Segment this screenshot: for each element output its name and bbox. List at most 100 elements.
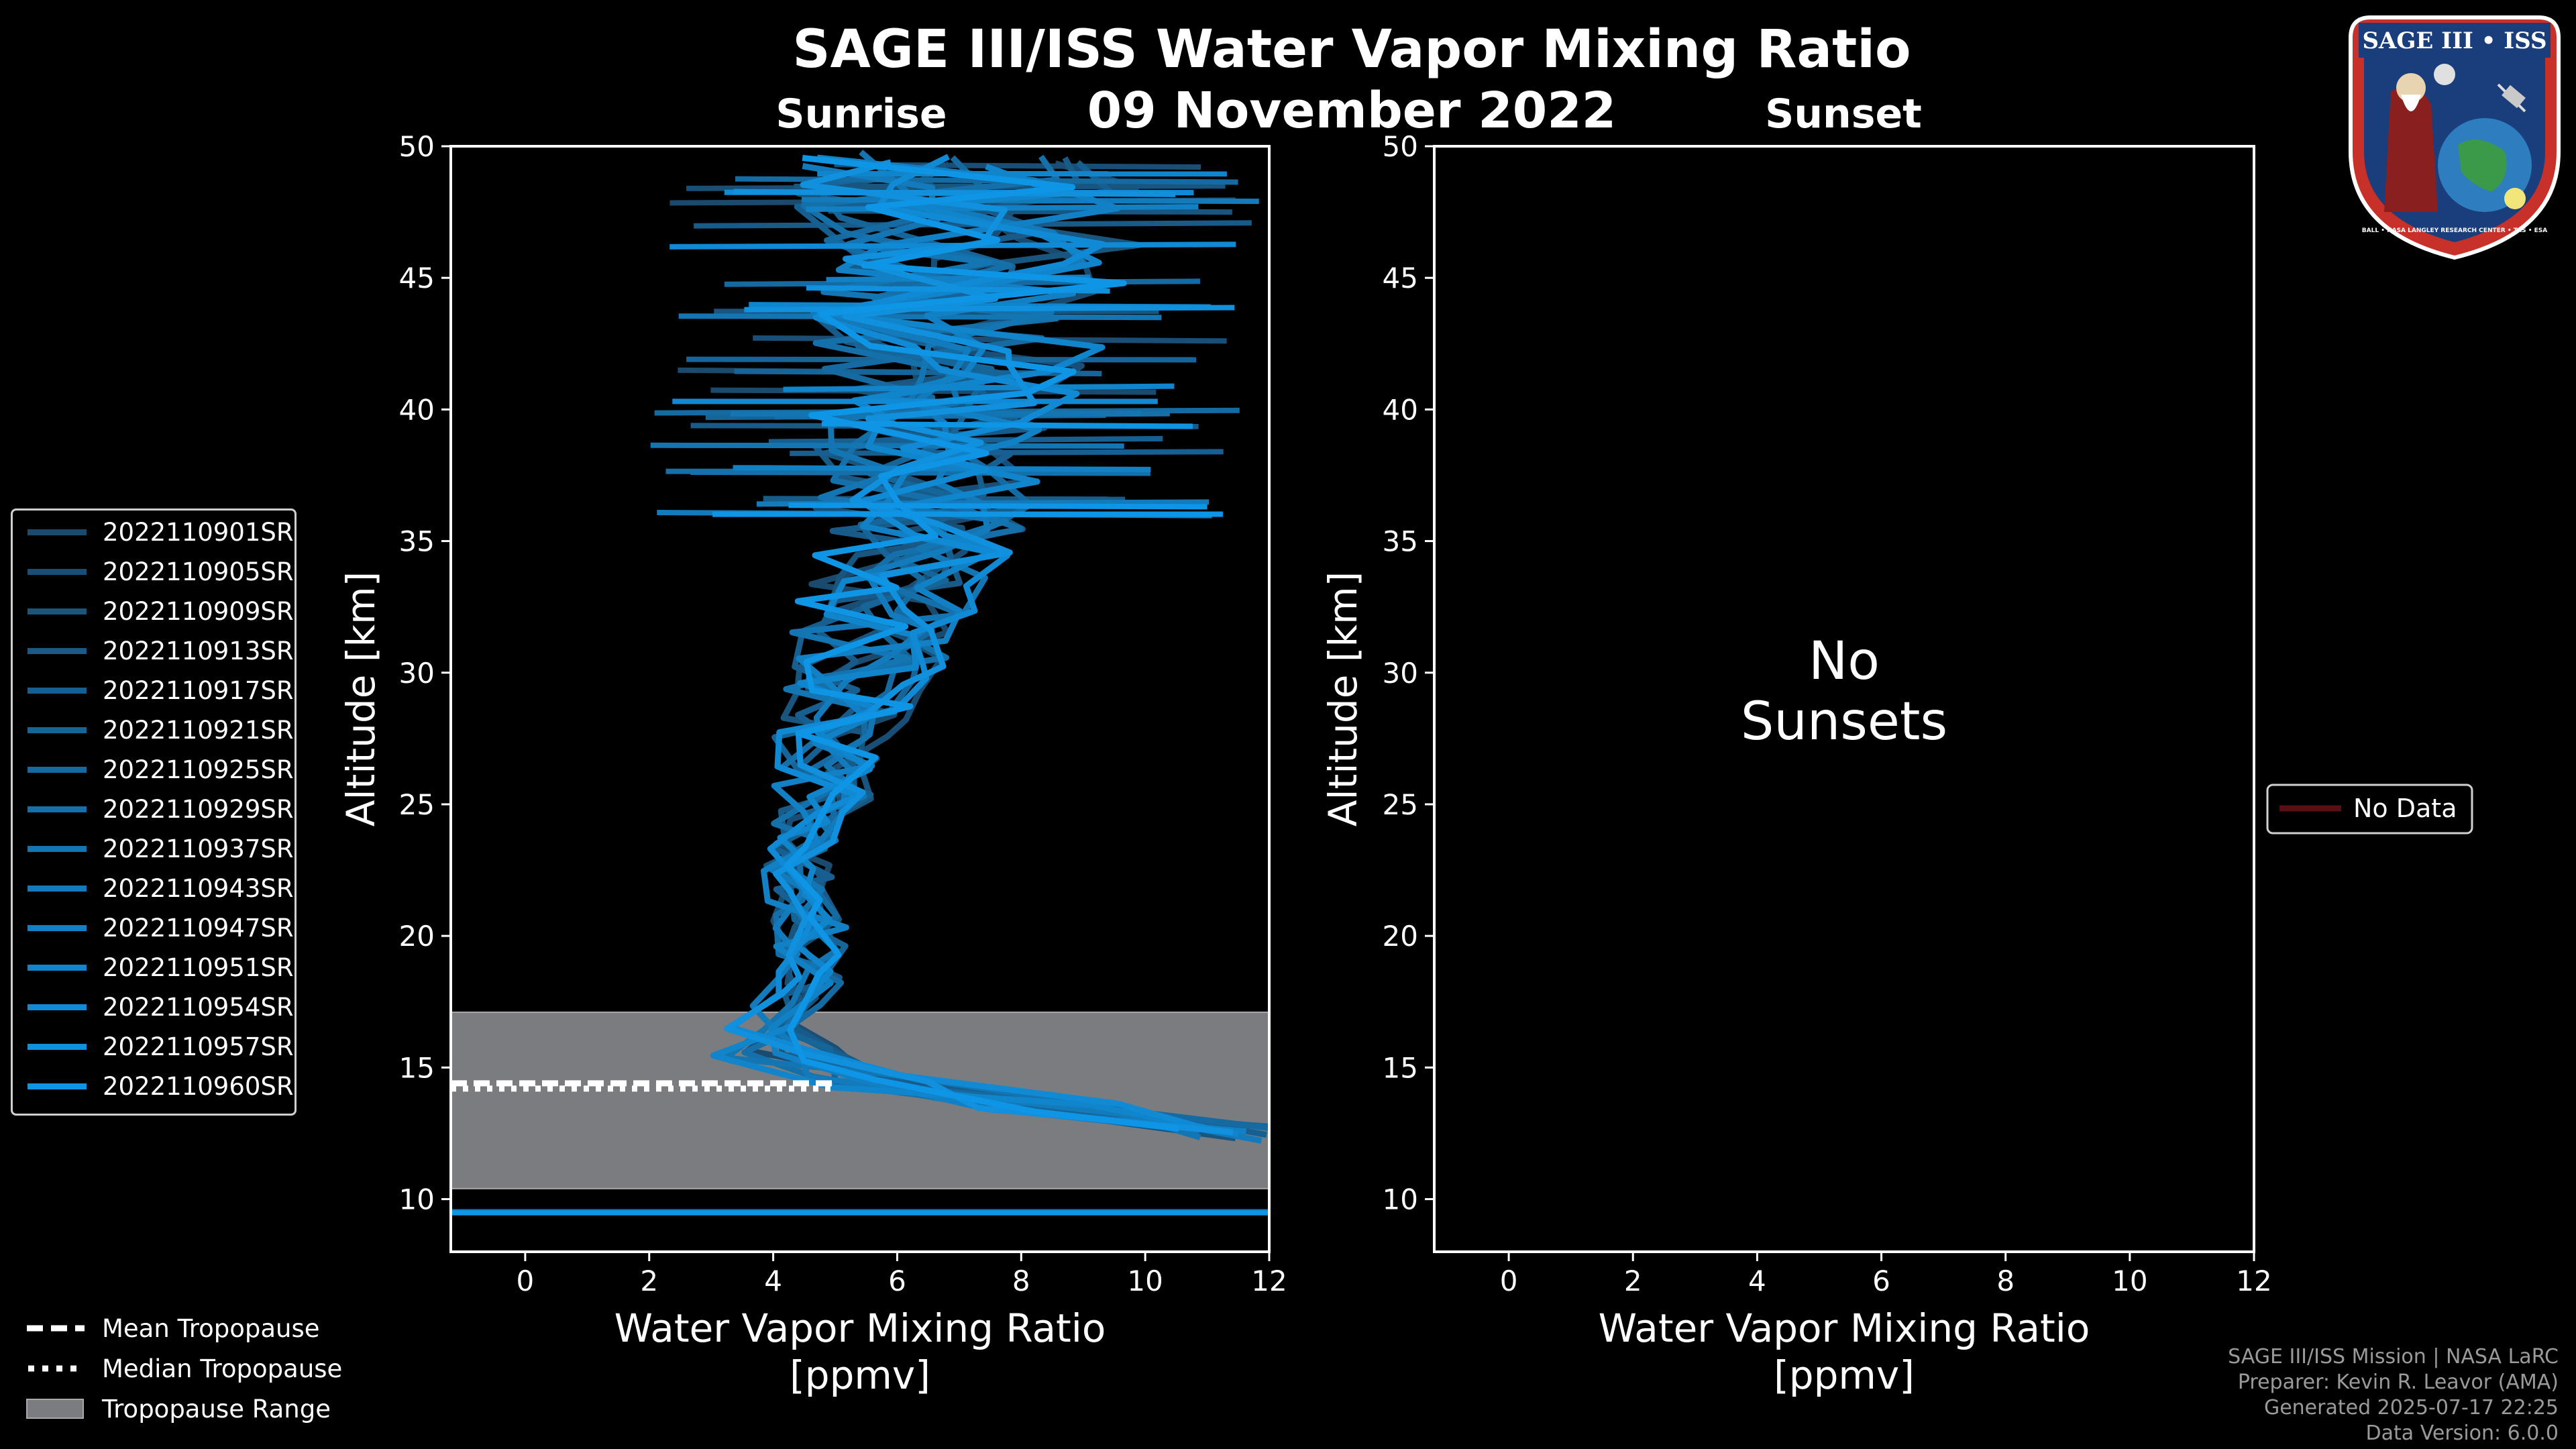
legend-item-2022110901SR: 2022110901SR xyxy=(13,513,294,552)
legend-swatch xyxy=(28,688,87,694)
sunrise-x-tick-label: 12 xyxy=(1251,1265,1287,1297)
sunrise-y-tick-label: 45 xyxy=(399,262,435,294)
sunset-y-tick-label: 15 xyxy=(1383,1051,1418,1084)
no-sunsets-text-line2: Sunsets xyxy=(1741,692,1947,752)
sunrise-x-tick-label: 6 xyxy=(888,1265,906,1297)
legend-item-2022110905SR: 2022110905SR xyxy=(13,552,294,592)
legend-swatch xyxy=(28,885,87,892)
profile-line-2022110957SR xyxy=(724,159,1234,1136)
sunrise-x-tick-label: 4 xyxy=(764,1265,782,1297)
legend-swatch xyxy=(28,1083,87,1089)
sunset-x-tick-label: 0 xyxy=(1500,1265,1518,1297)
sunrise-x-tick-label: 2 xyxy=(640,1265,658,1297)
legend-label: 2022110951SR xyxy=(103,953,294,982)
tropopause-range-label: Tropopause Range xyxy=(102,1394,331,1424)
legend-mean-tropopause: Mean Tropopause xyxy=(25,1308,342,1348)
profile-spike-2022110943SR xyxy=(801,197,1259,205)
sunrise-y-tick-label: 50 xyxy=(399,130,435,163)
legend-label: 2022110913SR xyxy=(103,637,294,665)
sunrise-y-tick-label: 30 xyxy=(399,657,435,690)
sunset-y-tick-label: 35 xyxy=(1383,525,1418,558)
legend-item-2022110957SR: 2022110957SR xyxy=(13,1027,294,1067)
profile-spike-2022110947SR xyxy=(733,465,1151,472)
legend-label: 2022110947SR xyxy=(103,914,294,943)
sunrise-y-tick-label: 40 xyxy=(399,393,435,426)
sunrise-plot-frame xyxy=(449,145,1271,1253)
median-tropopause-swatch xyxy=(28,1365,85,1372)
sunrise-y-label: Altitude [km] xyxy=(338,572,384,826)
legend-swatch xyxy=(28,608,87,614)
sunset-plot-area xyxy=(1434,146,2254,1252)
legend-swatch xyxy=(28,569,87,575)
profile-spike-2022110937SR xyxy=(650,442,1124,449)
logo-ring-text: BALL • NASA LANGLEY RESEARCH CENTER • TA… xyxy=(2362,227,2547,234)
legend-swatch xyxy=(28,806,87,812)
sunset-y-tick-label: 50 xyxy=(1383,130,1418,163)
footer-line-3: Generated 2025-07-17 22:25 xyxy=(2263,1396,2559,1419)
legend-item-2022110925SR: 2022110925SR xyxy=(13,750,294,790)
sunset-x-label-line1: Water Vapor Mixing Ratio xyxy=(1599,1305,2090,1351)
legend-label: 2022110917SR xyxy=(103,676,294,705)
sunrise-y-tick-label: 25 xyxy=(399,788,435,821)
legend-item-2022110943SR: 2022110943SR xyxy=(13,869,294,908)
legend-swatch xyxy=(28,965,87,971)
profile-spike-2022110960SR xyxy=(821,421,1193,429)
sunset-y-tick-label: 45 xyxy=(1383,262,1418,294)
no-data-label: No Data xyxy=(2353,794,2457,823)
profile-line-2022110947SR xyxy=(761,154,1247,1135)
legend-item-2022110913SR: 2022110913SR xyxy=(13,631,294,671)
legend-median-tropopause: Median Tropopause xyxy=(25,1348,342,1389)
legend-label: 2022110957SR xyxy=(103,1032,294,1061)
sunrise-y-tick-label: 15 xyxy=(399,1051,435,1084)
mean-tropopause-swatch xyxy=(27,1325,85,1332)
profile-spike-2022110951SR xyxy=(783,383,1175,392)
legend-swatch xyxy=(28,767,87,773)
legend-item-2022110947SR: 2022110947SR xyxy=(13,908,294,948)
legend-swatch xyxy=(28,648,87,654)
logo-title: SAGE III • ISS xyxy=(2362,28,2546,54)
legend-label: 2022110943SR xyxy=(103,874,294,903)
sage-iss-logo-icon: SAGE III • ISS BALL • NASA LANGLEY RESEA… xyxy=(2349,15,2561,260)
legend-item-2022110921SR: 2022110921SR xyxy=(13,710,294,750)
legend-tropopause-range: Tropopause Range xyxy=(25,1389,342,1429)
sunset-x-tick-label: 8 xyxy=(1996,1265,2015,1297)
profile-line-2022110960SR xyxy=(784,154,1179,1132)
sunset-y-tick-label: 25 xyxy=(1383,788,1418,821)
sunrise-x-tick-label: 8 xyxy=(1012,1265,1030,1297)
sunrise-panel: 0 2 4 6 8 10 12 10 15 20 25 30 35 40 45 50 Water Vapor… xyxy=(338,130,1287,1398)
sunset-y-tick-label: 10 xyxy=(1383,1183,1418,1216)
sunset-y-tick-label: 40 xyxy=(1383,393,1418,426)
sunset-x-tick-label: 12 xyxy=(2236,1265,2271,1297)
sunset-x-tick-label: 6 xyxy=(1872,1265,1890,1297)
profile-spike-2022110957SR xyxy=(744,305,1235,313)
median-tropopause-label: Median Tropopause xyxy=(102,1354,343,1383)
legend-swatch xyxy=(28,1004,87,1010)
sunrise-x-label-line2: [ppmv] xyxy=(790,1352,930,1398)
legend-item-2022110929SR: 2022110929SR xyxy=(13,790,294,829)
legend-swatch xyxy=(28,727,87,733)
legend-item-2022110937SR: 2022110937SR xyxy=(13,829,294,869)
legend-label: 2022110925SR xyxy=(103,755,294,784)
sunrise-x-label-line1: Water Vapor Mixing Ratio xyxy=(614,1305,1106,1351)
sunset-x-label-line2: [ppmv] xyxy=(1774,1352,1915,1398)
legend-label: 2022110937SR xyxy=(103,835,294,863)
profile-spike-2022110957SR xyxy=(733,189,1176,197)
sunrise-y-tick-label: 10 xyxy=(399,1183,435,1216)
sunset-plot-frame xyxy=(1433,145,2255,1253)
left-panel-title: Sunrise xyxy=(775,91,947,138)
footer-line-4: Data Version: 6.0.0 xyxy=(2365,1421,2559,1445)
sunrise-y-tick-label: 35 xyxy=(399,525,435,558)
legend-label: 2022110929SR xyxy=(103,795,294,824)
profile-spike-2022110929SR xyxy=(690,470,1150,476)
series-legend: 2022110901SR 2022110905SR 2022110909SR 2022… xyxy=(11,508,297,1116)
no-data-legend: No Data xyxy=(2266,784,2473,835)
profile-line-2022110943SR xyxy=(749,163,1263,1144)
profile-spike-2022110937SR xyxy=(678,313,1162,321)
sunset-y-tick-label: 20 xyxy=(1383,920,1418,953)
legend-label: 2022110905SR xyxy=(103,557,294,586)
legend-label: 2022110960SR xyxy=(103,1072,294,1101)
profile-spike-2022110960SR xyxy=(788,502,1208,510)
legend-label: 2022110909SR xyxy=(103,597,294,626)
